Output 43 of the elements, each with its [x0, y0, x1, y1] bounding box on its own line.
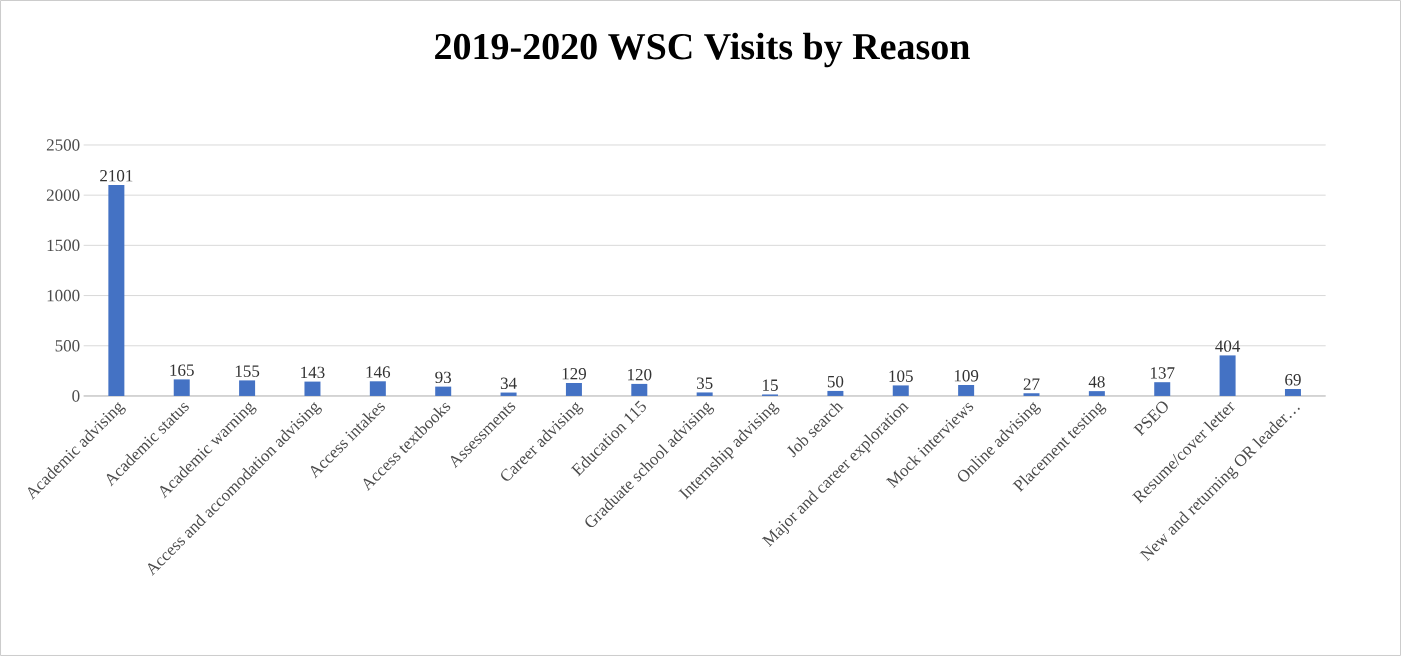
bar	[1088, 391, 1105, 396]
data-label: 15	[763, 379, 778, 391]
data-label: 137	[1150, 367, 1175, 379]
bar	[958, 385, 975, 396]
y-tick-label: 1000	[47, 289, 80, 302]
bar	[108, 185, 125, 396]
bar	[1219, 355, 1236, 396]
data-label: 155	[235, 365, 260, 377]
data-label: 143	[301, 366, 325, 379]
bar	[239, 380, 256, 396]
data-label: 120	[628, 368, 652, 381]
data-label: 50	[827, 375, 844, 388]
bar	[696, 392, 713, 396]
data-label: 146	[366, 366, 391, 378]
data-label: 48	[1088, 376, 1105, 388]
bar	[827, 390, 844, 396]
y-tick-label: 500	[55, 340, 80, 352]
data-label: 129	[562, 368, 586, 380]
bar	[565, 383, 582, 396]
chart-title: 2019-2020 WSC Visits by Reason	[435, 32, 970, 68]
data-label: 404	[1215, 340, 1241, 352]
data-label: 2101	[100, 170, 133, 182]
bar	[304, 381, 321, 396]
data-label: 165	[170, 364, 194, 376]
data-label: 34	[500, 377, 517, 390]
bar	[173, 379, 190, 396]
bar	[1023, 393, 1040, 396]
data-label: 109	[954, 370, 979, 382]
data-label: 27	[1023, 378, 1040, 390]
data-label: 35	[696, 377, 713, 389]
y-tick-label: 1500	[47, 239, 80, 252]
y-tick-label: 2000	[46, 189, 80, 201]
bar	[631, 383, 648, 396]
bar	[369, 381, 386, 396]
y-tick-label: 2500	[46, 139, 80, 151]
data-label: 93	[435, 371, 452, 384]
bar	[435, 386, 452, 396]
bar	[1154, 382, 1171, 396]
data-label: 69	[1285, 374, 1301, 386]
bar	[892, 385, 909, 396]
data-label: 105	[889, 370, 913, 382]
y-tick-label: 0	[72, 390, 80, 402]
bar	[1284, 389, 1301, 396]
